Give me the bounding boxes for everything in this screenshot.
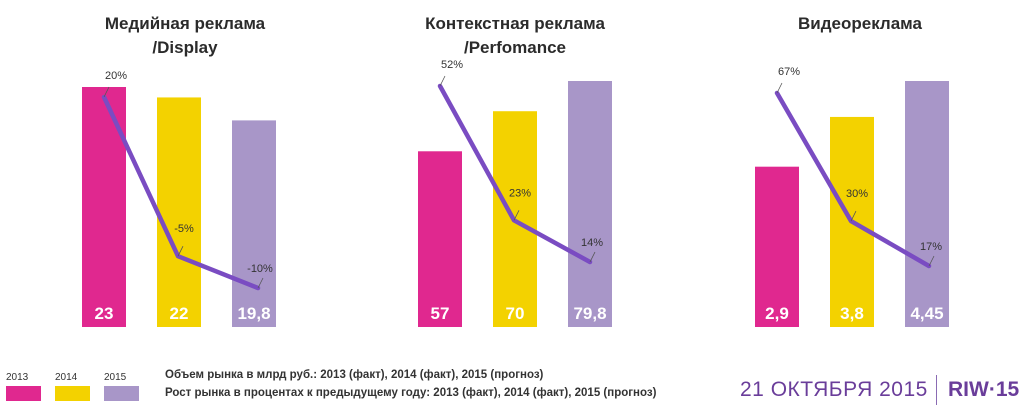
growth-leader-context-2013 (439, 75, 446, 87)
chart-title-context-line1: Контекстная реклама (425, 14, 605, 33)
footer-date: 21 ОКТЯБРЯ 2015 (740, 378, 928, 401)
growth-label-context-2014: 23% (509, 187, 531, 199)
growth-leader-display-2015 (257, 277, 264, 289)
bar-value-label-context-2015: 79,8 (573, 304, 606, 323)
growth-label-video-2014: 30% (846, 188, 868, 200)
legend-note-growth: Рост рынка в процентах к предыдущему год… (165, 387, 657, 399)
legend-swatch-2013 (6, 386, 41, 401)
legend-note-volume: Объем рынка в млрд руб.: 2013 (факт), 20… (165, 369, 544, 381)
bar-value-label-video-2014: 3,8 (840, 304, 864, 323)
footer-brand-logo: RIW·15 (948, 378, 1020, 401)
bar-context-2015 (568, 81, 612, 327)
growth-label-video-2015: 17% (920, 241, 942, 253)
growth-leader-video-2015 (928, 255, 935, 267)
charts-canvas: 23 22 19,8 20% -5% -10% 57 70 79,8 52% 23% 14% 2,9 3,… (82, 59, 949, 328)
growth-label-video-2013: 67% (778, 66, 800, 78)
growth-leader-context-2014 (513, 210, 520, 221)
bar-display-2013 (82, 87, 126, 327)
footer-separator (936, 375, 937, 405)
growth-label-display-2015: -10% (247, 263, 273, 275)
legend-year-2013: 2013 (6, 372, 29, 383)
growth-leader-display-2013 (103, 86, 110, 98)
chart-title-display: Медийная реклама /Display (55, 12, 315, 60)
growth-label-display-2013: 20% (105, 70, 127, 82)
chart-title-context: Контекстная реклама /Perfomance (385, 12, 645, 60)
chart-title-video-line1: Видеореклама (798, 14, 922, 33)
bar-value-label-context-2014: 70 (506, 304, 525, 323)
bar-context-2013 (418, 151, 462, 327)
legend-swatch-2015 (104, 386, 139, 401)
growth-label-display-2014: -5% (174, 223, 194, 235)
legend-year-2015: 2015 (104, 372, 127, 383)
legend-swatch-2014 (55, 386, 90, 401)
bar-value-label-video-2013: 2,9 (765, 304, 789, 323)
growth-leader-video-2013 (776, 82, 783, 94)
chart-title-display-line2: /Display (152, 38, 218, 57)
bar-value-label-video-2015: 4,45 (910, 304, 943, 323)
bar-value-label-context-2013: 57 (431, 304, 450, 323)
bar-display-2014 (157, 97, 201, 327)
chart-title-display-line1: Медийная реклама (104, 14, 266, 33)
bar-value-label-display-2014: 22 (170, 304, 189, 323)
bar-value-label-display-2013: 23 (95, 304, 114, 323)
growth-label-context-2015: 14% (581, 237, 603, 249)
growth-leader-context-2015 (589, 251, 596, 263)
growth-leader-video-2014 (850, 210, 857, 222)
chart-title-context-line2: /Perfomance (463, 38, 567, 57)
growth-label-context-2013: 52% (441, 59, 463, 71)
bar-value-label-display-2015: 19,8 (237, 304, 270, 323)
chart-title-video: Видеореклама (730, 12, 990, 36)
legend-year-2014: 2014 (55, 372, 78, 383)
bar-display-2015 (232, 120, 276, 328)
bar-video-2013 (755, 166, 799, 327)
bar-video-2015 (905, 81, 949, 327)
growth-leader-display-2014 (177, 245, 184, 257)
